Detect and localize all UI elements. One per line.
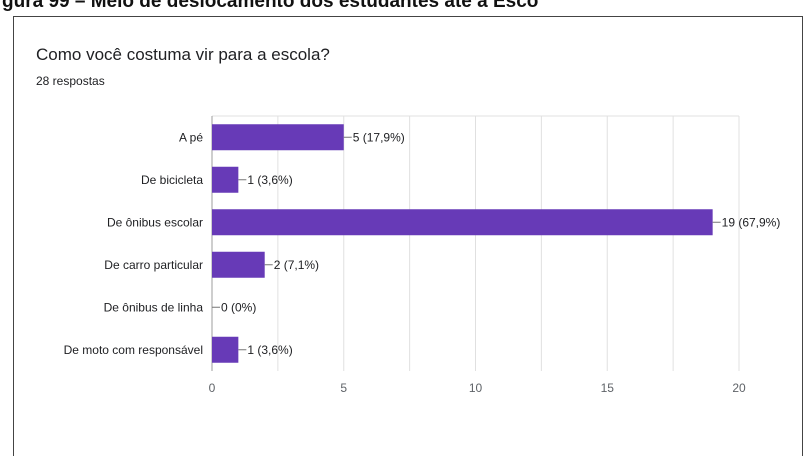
data-label: 0 (0%) — [221, 300, 256, 314]
data-label: 1 (3,6%) — [247, 343, 292, 357]
category-label: De ônibus escolar — [107, 215, 203, 229]
category-label: A pé — [179, 130, 203, 144]
bar — [212, 209, 713, 236]
category-label: De ônibus de linha — [104, 300, 204, 314]
x-tick-label: 5 — [340, 381, 347, 395]
category-label: De moto com responsável — [64, 343, 203, 357]
category-label: De carro particular — [104, 258, 203, 272]
bar — [212, 251, 265, 278]
figure-caption: gura 99 – Meio de deslocamento dos estud… — [2, 0, 539, 12]
figure-caption-strip: gura 99 – Meio de deslocamento dos estud… — [0, 0, 810, 16]
x-tick-label: 10 — [469, 381, 483, 395]
bar — [212, 166, 239, 193]
chart-card — [13, 16, 803, 456]
bar — [212, 336, 239, 363]
bar — [212, 124, 344, 151]
data-label: 2 (7,1%) — [274, 258, 319, 272]
data-label: 1 (3,6%) — [247, 173, 292, 187]
data-label: 19 (67,9%) — [722, 215, 781, 229]
responses-count: 28 respostas — [36, 74, 105, 88]
x-tick-label: 0 — [209, 381, 216, 395]
x-tick-label: 15 — [601, 381, 615, 395]
bar-chart: 0 5 10 15 20 A pé 5 (17,9%) De bicicleta 1 (3,6%… — [64, 115, 781, 395]
data-label: 5 (17,9%) — [353, 130, 405, 144]
question-title: Como você costuma vir para a escola? — [36, 45, 330, 64]
category-label: De bicicleta — [141, 173, 203, 187]
x-tick-label: 20 — [732, 381, 746, 395]
